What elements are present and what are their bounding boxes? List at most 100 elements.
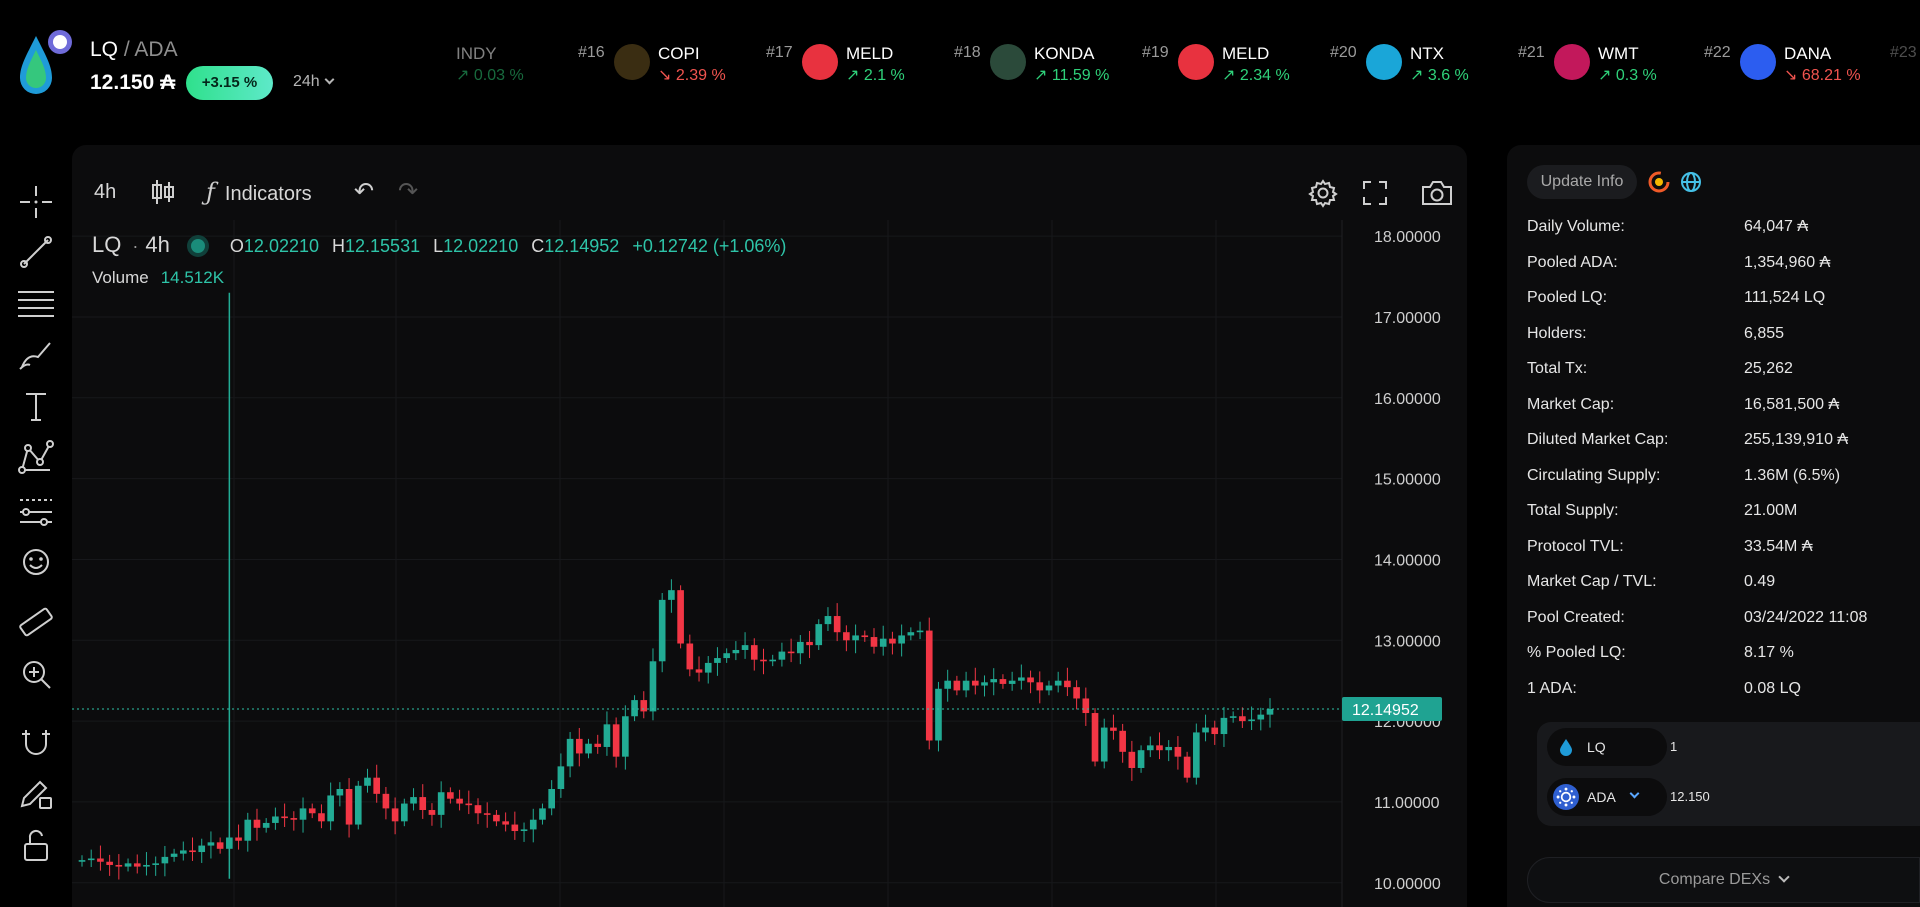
compare-dexs-button[interactable]: Compare DEXs [1527, 857, 1920, 903]
stat-row: Diluted Market Cap: 255,139,910 ₳ [1527, 425, 1920, 461]
candle [216, 842, 224, 849]
undo-button[interactable]: ↶ [354, 172, 374, 212]
screenshot-button[interactable] [1420, 178, 1454, 206]
candle [364, 777, 371, 786]
candle [299, 808, 307, 820]
candle [686, 643, 694, 670]
candle [557, 766, 565, 789]
candle [1239, 716, 1246, 722]
candle [465, 803, 473, 806]
token-logo-icon [1178, 44, 1214, 80]
chart-settings-button[interactable] [1308, 178, 1338, 208]
from-amount[interactable]: 1 [1670, 739, 1678, 754]
indicators-button[interactable]: ƒ Indicators [206, 172, 312, 212]
candle [1008, 680, 1016, 684]
text-tool[interactable] [16, 386, 56, 426]
candle [401, 803, 408, 822]
candle [649, 661, 657, 712]
candle [1257, 714, 1265, 720]
stat-row: Total Supply: 21.00M [1527, 496, 1920, 532]
candle [1146, 745, 1154, 751]
update-info-button[interactable]: Update Info [1527, 165, 1637, 199]
candle [732, 649, 740, 654]
ticker-symbol: MELD [1222, 44, 1270, 63]
redo-button[interactable]: ↷ [398, 172, 418, 212]
candle [87, 858, 95, 861]
stat-label: Market Cap / TVL: [1527, 573, 1657, 590]
ticker-symbol: DANA [1784, 44, 1832, 63]
candle [327, 795, 334, 822]
trend-line-tool[interactable] [16, 232, 56, 272]
globe-icon[interactable] [1679, 170, 1703, 194]
undo-icon: ↶ [354, 178, 375, 205]
to-token-select[interactable]: ADA [1547, 778, 1667, 816]
interval-button[interactable]: 4h [94, 181, 117, 203]
ticker-rank: #18 [954, 44, 981, 61]
stat-value: 0.08 LQ [1744, 679, 1801, 697]
ticker-change: ↗ 2.1 % [846, 67, 905, 84]
zoom-tool[interactable] [16, 654, 56, 694]
pattern-tool[interactable] [16, 438, 56, 478]
prediction-tool[interactable] [16, 490, 56, 530]
lock-tool[interactable] [16, 826, 56, 866]
candle [456, 798, 463, 804]
candle [833, 616, 841, 633]
ticker-symbol: NTX [1410, 44, 1444, 63]
to-amount[interactable]: 12.150 [1670, 789, 1710, 804]
candle [824, 616, 832, 625]
lock-drawing-tool[interactable] [16, 774, 56, 814]
stat-value: 1.36M (6.5%) [1744, 466, 1841, 484]
icon-tool[interactable] [16, 542, 56, 582]
candle [668, 590, 675, 600]
gear-icon [1308, 179, 1338, 208]
ticker-symbol: INDY [456, 44, 497, 63]
candle [1229, 716, 1237, 718]
candle [925, 630, 933, 741]
stat-label: Diluted Market Cap: [1527, 431, 1669, 448]
brush-tool[interactable] [16, 335, 56, 375]
chevron-down-icon [1629, 788, 1640, 799]
candle [852, 635, 859, 641]
candle [1156, 745, 1163, 751]
ticker-rank: #20 [1330, 44, 1357, 61]
legend-symbol: LQ [92, 232, 122, 257]
candle [1174, 746, 1182, 757]
token-logo-icon [1554, 44, 1590, 80]
candle [189, 850, 196, 853]
period-select[interactable]: 24h [293, 73, 335, 91]
market-status-dot [190, 239, 205, 253]
stat-value: 111,524 LQ [1744, 289, 1826, 306]
candle [870, 637, 878, 647]
candle [594, 743, 602, 747]
ticker-change: ↗ 3.6 % [1410, 67, 1469, 84]
measure-tool[interactable] [16, 602, 56, 642]
from-token-select[interactable]: LQ [1547, 728, 1667, 766]
fullscreen-button[interactable] [1360, 178, 1390, 206]
legend-interval: 4h [145, 232, 170, 257]
candle [253, 819, 261, 828]
magnet-tool[interactable] [16, 722, 56, 762]
fib-tool[interactable] [16, 282, 56, 322]
candle [318, 813, 325, 822]
stat-value: 8.17 % [1744, 644, 1794, 661]
ticker-change: ↘ 68.21 % [1784, 67, 1861, 84]
crosshair-tool[interactable] [16, 182, 56, 222]
stat-label: Pooled LQ: [1527, 289, 1608, 306]
chart-type-button[interactable] [150, 178, 176, 206]
ohlc-legend: LQ · 4h O12.02210 H12.15531 L12.02210 C1… [92, 232, 787, 257]
candle [179, 850, 187, 854]
smiley-icon [23, 549, 49, 575]
price-chart[interactable]: 18.00000 17.00000 16.00000 15.00000 14.00000… [72, 220, 1466, 907]
candle [161, 856, 169, 864]
crosshair-icon [20, 186, 52, 218]
stat-row: Daily Volume: 64,047 ₳ [1527, 212, 1920, 248]
candle [778, 651, 786, 660]
stat-label: 1 ADA: [1527, 679, 1577, 697]
candle [529, 819, 537, 830]
stat-value: 64,047 ₳ [1744, 218, 1809, 235]
candle [262, 822, 270, 828]
candles-icon [152, 180, 174, 204]
cardanoscan-icon[interactable] [1647, 170, 1671, 194]
token-logo-icon [1740, 44, 1776, 80]
ticker-rank: #21 [1518, 44, 1545, 61]
